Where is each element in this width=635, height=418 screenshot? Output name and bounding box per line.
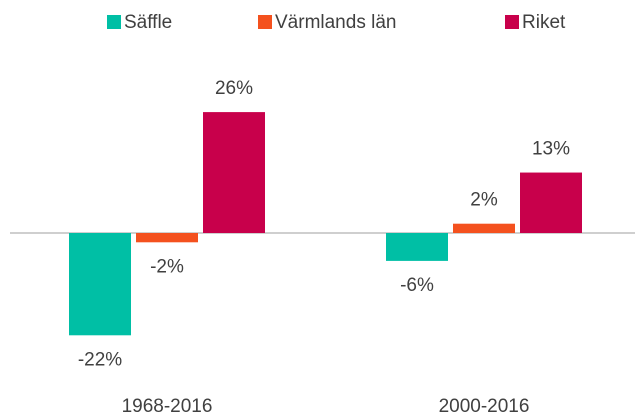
bar [386, 233, 448, 261]
bar [136, 233, 198, 243]
data-label: 13% [532, 139, 570, 160]
legend-swatch [107, 15, 121, 29]
legend-label: Säffle [124, 12, 172, 33]
legend-swatch [505, 15, 519, 29]
bar [69, 233, 131, 336]
legend-label: Värmlands län [275, 12, 396, 33]
legend-label: Riket [522, 12, 566, 33]
data-label: 26% [215, 78, 253, 99]
data-label: 2% [470, 190, 498, 211]
bar [520, 172, 582, 233]
bar [453, 223, 515, 233]
bar [203, 112, 265, 233]
x-tick-label: 1968-2016 [122, 396, 213, 417]
x-tick-label: 2000-2016 [439, 396, 530, 417]
data-label: -22% [78, 349, 122, 370]
data-label: -2% [150, 256, 184, 277]
legend-swatch [258, 15, 272, 29]
data-label: -6% [400, 275, 434, 296]
